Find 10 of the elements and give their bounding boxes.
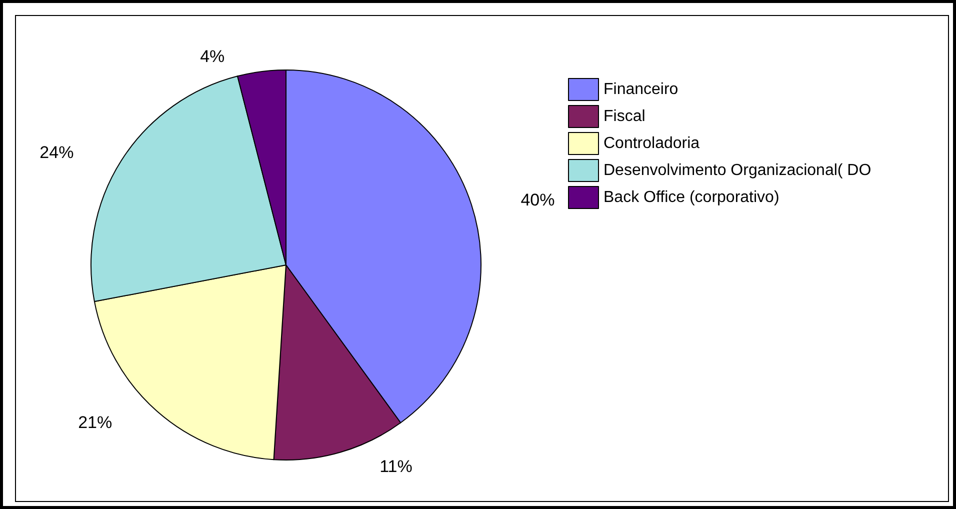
legend-label: Fiscal [604, 108, 646, 125]
data-label: 40% [520, 190, 555, 210]
legend-label: Back Office (corporativo) [604, 189, 780, 206]
data-label: 21% [78, 413, 112, 432]
legend-label: Financeiro [604, 81, 678, 98]
legend-label: Desenvolvimento Organizacional( DO [604, 162, 872, 179]
data-label: 4% [200, 47, 225, 66]
data-label: 24% [40, 142, 74, 162]
data-label: 11% [380, 457, 412, 476]
legend-label: Controladoria [604, 135, 700, 152]
